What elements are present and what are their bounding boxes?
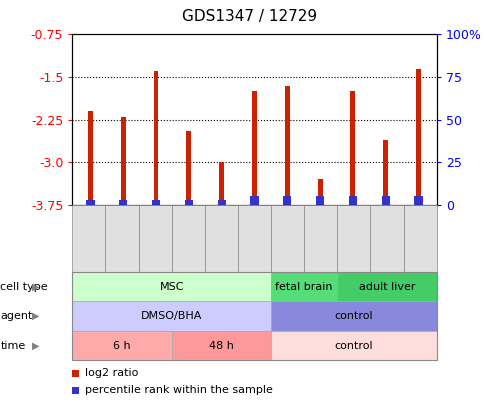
Text: ▶: ▶	[32, 281, 40, 292]
Bar	[185, 200, 193, 205]
Bar	[252, 91, 257, 205]
Bar	[218, 200, 226, 205]
Bar	[283, 196, 291, 205]
Text: GDS1347 / 12729: GDS1347 / 12729	[182, 9, 317, 24]
Text: ▶: ▶	[32, 341, 40, 351]
Bar	[154, 71, 159, 205]
Bar	[349, 196, 357, 205]
Bar	[318, 179, 322, 205]
Bar	[187, 131, 191, 205]
Bar	[119, 200, 127, 205]
Bar	[316, 196, 324, 205]
Text: MSC: MSC	[160, 281, 184, 292]
Bar	[250, 196, 258, 205]
Text: time: time	[0, 341, 26, 351]
Text: percentile rank within the sample: percentile rank within the sample	[85, 386, 273, 395]
Text: control: control	[334, 311, 373, 321]
Bar	[86, 200, 94, 205]
Text: DMSO/BHA: DMSO/BHA	[141, 311, 203, 321]
Bar	[219, 162, 224, 205]
Bar	[152, 200, 160, 205]
Text: fetal brain: fetal brain	[275, 281, 333, 292]
Text: ▶: ▶	[32, 311, 40, 321]
Text: agent: agent	[0, 311, 33, 321]
Bar	[415, 196, 423, 205]
Bar	[88, 111, 93, 205]
Bar	[285, 85, 290, 205]
Text: cell type: cell type	[0, 281, 48, 292]
Text: 6 h: 6 h	[113, 341, 131, 351]
Text: adult liver: adult liver	[359, 281, 415, 292]
Bar	[350, 91, 355, 205]
Bar	[121, 117, 126, 205]
Bar	[382, 196, 390, 205]
Text: 48 h: 48 h	[209, 341, 234, 351]
Text: log2 ratio: log2 ratio	[85, 369, 138, 378]
Text: control: control	[334, 341, 373, 351]
Bar	[416, 68, 421, 205]
Bar	[383, 140, 388, 205]
